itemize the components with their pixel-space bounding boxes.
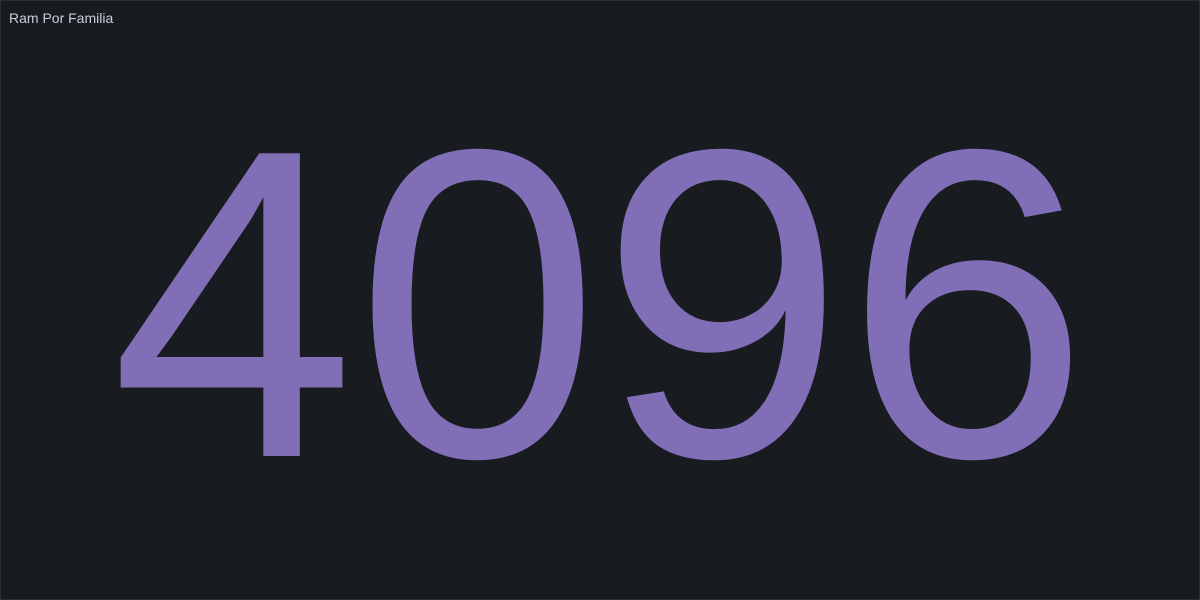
panel-header[interactable]: Ram Por Familia [1,1,1199,35]
stat-body: 4096 [1,35,1199,599]
panel-title[interactable]: Ram Por Familia [9,10,114,26]
stat-value: 4096 [110,59,1090,550]
